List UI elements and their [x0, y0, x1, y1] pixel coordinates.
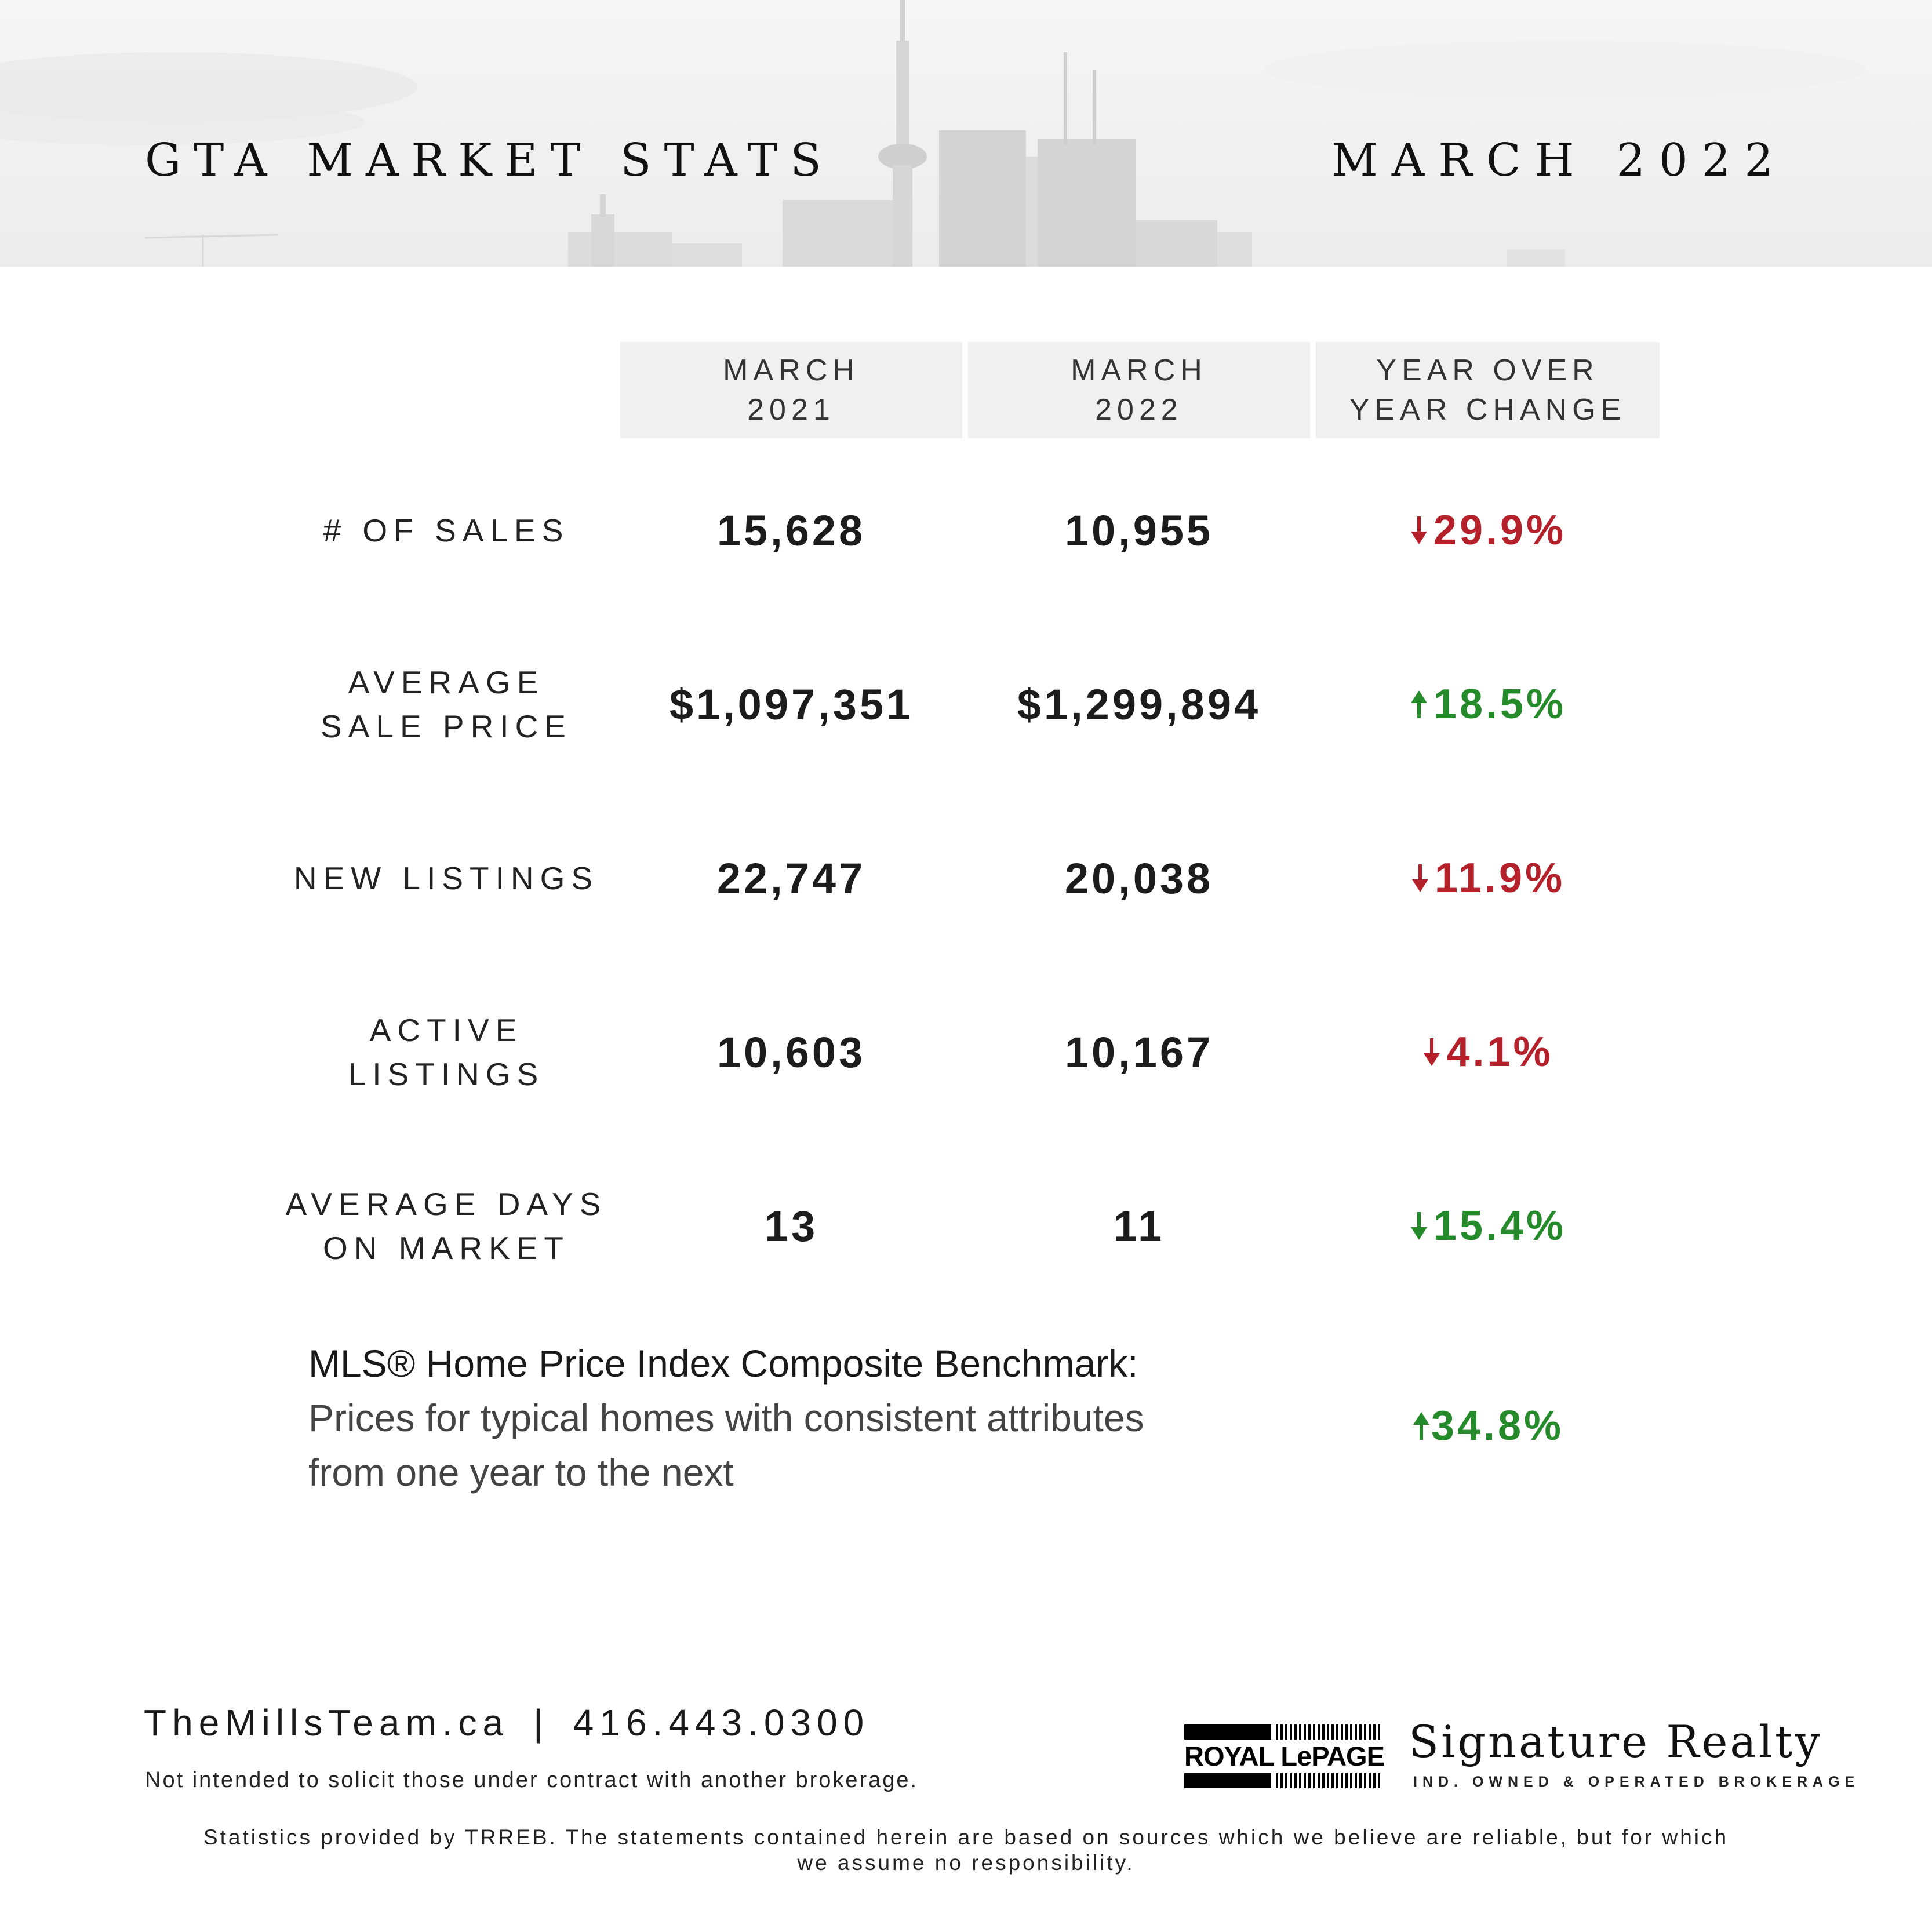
- value-2022: 20,038: [1064, 854, 1214, 903]
- hpi-description: MLS® Home Price Index Composite Benchmar…: [308, 1342, 1144, 1494]
- arrow-down-icon: [1410, 1212, 1427, 1240]
- stat-row-new-listings: NEW LISTINGS 22,747 20,038 11.9%: [0, 820, 1932, 936]
- row-label: NEW LISTINGS: [293, 860, 599, 896]
- website-link[interactable]: TheMillsTeam.ca: [144, 1702, 510, 1744]
- arrow-up-icon: [1410, 690, 1427, 718]
- separator: |: [533, 1702, 549, 1744]
- report-date: MARCH 2022: [1331, 134, 1787, 187]
- solicitation-disclaimer: Not intended to solicit those under cont…: [145, 1768, 919, 1792]
- stat-row-sales: # OF SALES 15,628 10,955 29.9%: [0, 472, 1932, 588]
- row-label: # OF SALES: [323, 512, 570, 548]
- skyline-image: [0, 0, 1932, 267]
- change-value: 11.9%: [1316, 820, 1660, 936]
- change-value: 29.9%: [1316, 472, 1660, 588]
- arrow-up-icon: [1413, 1412, 1429, 1440]
- value-2022: $1,299,894: [1017, 680, 1261, 729]
- column-header-2021: MARCH 2021: [620, 342, 962, 438]
- arrow-down-icon: [1411, 864, 1428, 892]
- row-label: AVERAGE SALE PRICE: [320, 664, 572, 744]
- change-value: 15.4%: [1316, 1168, 1660, 1284]
- phone-number[interactable]: 416.443.0300: [573, 1702, 870, 1744]
- value-2021: 13: [764, 1202, 818, 1250]
- brokerage-name: Signature Realty: [1409, 1716, 1822, 1767]
- row-label: AVERAGE DAYS ON MARKET: [285, 1186, 607, 1266]
- skyline-banner: GTA MARKET STATS MARCH 2022: [0, 0, 1932, 267]
- change-value: 4.1%: [1316, 994, 1660, 1110]
- value-2022: 10,167: [1064, 1028, 1214, 1076]
- value-2022: 11: [1113, 1202, 1165, 1250]
- value-2021: 22,747: [716, 854, 866, 903]
- hpi-change-value: 34.8%: [1316, 1368, 1660, 1484]
- stat-row-average-days-on-market: AVERAGE DAYS ON MARKET 13 11 15.4%: [0, 1168, 1932, 1284]
- row-label: ACTIVE LISTINGS: [348, 1012, 545, 1092]
- brokerage-subtitle: IND. OWNED & OPERATED BROKERAGE: [1413, 1774, 1860, 1790]
- statistics-disclaimer: Statistics provided by TRREB. The statem…: [203, 1825, 1729, 1875]
- stat-row-average-sale-price: AVERAGE SALE PRICE $1,097,351 $1,299,894 …: [0, 646, 1932, 762]
- value-2022: 10,955: [1064, 506, 1214, 555]
- value-2021: 10,603: [716, 1028, 866, 1076]
- value-2021: $1,097,351: [669, 680, 914, 729]
- column-header-2022: MARCH 2022: [968, 342, 1310, 438]
- page-title: GTA MARKET STATS: [145, 134, 834, 187]
- value-2021: 15,628: [716, 506, 866, 555]
- column-header-yoy-change: YEAR OVER YEAR CHANGE: [1316, 342, 1660, 438]
- contact-line: TheMillsTeam.ca | 416.443.0300: [144, 1701, 869, 1744]
- arrow-down-icon: [1410, 516, 1427, 544]
- stat-row-active-listings: ACTIVE LISTINGS 10,603 10,167 4.1%: [0, 994, 1932, 1110]
- change-value: 18.5%: [1316, 646, 1660, 762]
- royal-lepage-logo: ROYAL LePAGE: [1184, 1724, 1385, 1788]
- arrow-down-icon: [1424, 1038, 1440, 1066]
